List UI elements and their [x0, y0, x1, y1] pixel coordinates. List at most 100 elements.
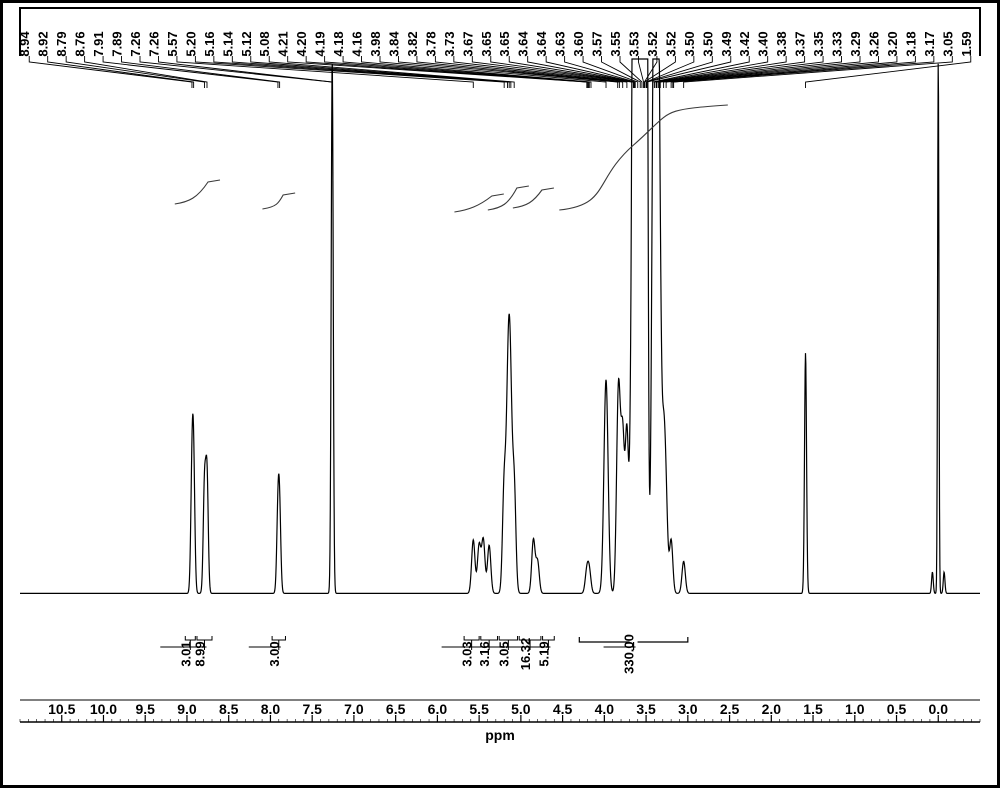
peak-label: 5.57	[165, 31, 180, 56]
peak-label: 3.42	[737, 31, 752, 56]
peak-label: 3.50	[700, 31, 715, 56]
peak-guide-line	[29, 56, 192, 88]
x-tick-label: 7.0	[344, 701, 364, 717]
x-tick-label: 6.5	[386, 701, 406, 717]
peak-label: 5.16	[202, 31, 217, 56]
x-axis-title: ppm	[485, 727, 515, 743]
peak-guide-line	[671, 56, 897, 88]
x-tick-label: 8.5	[219, 701, 239, 717]
x-tick-label: 9.0	[177, 701, 197, 717]
peak-label: 8.92	[36, 31, 51, 56]
peak-label: 3.20	[885, 31, 900, 56]
peak-guide-line	[177, 56, 473, 88]
peak-label: 3.78	[423, 31, 438, 56]
integration-label: 3.05	[496, 641, 511, 666]
integration-curve	[454, 194, 503, 212]
peak-guide-line	[666, 56, 878, 88]
x-tick-label: 4.0	[595, 701, 615, 717]
x-tick-label: 3.0	[678, 701, 698, 717]
peak-label: 3.53	[626, 31, 641, 56]
peak-label: 3.84	[386, 31, 401, 57]
peak-label: 3.57	[590, 31, 605, 56]
x-tick-label: 6.0	[428, 701, 448, 717]
peak-label: 3.64	[534, 31, 549, 57]
peak-label: 4.18	[331, 31, 346, 56]
peak-label: 5.14	[220, 31, 235, 57]
x-tick-label: 0.0	[929, 701, 949, 717]
x-tick-label: 2.0	[762, 701, 782, 717]
peak-label: 8.94	[17, 31, 32, 57]
peak-label: 4.19	[313, 31, 328, 56]
x-tick-label: 2.5	[720, 701, 740, 717]
peak-label: 3.49	[719, 31, 734, 56]
figure-border	[2, 2, 999, 787]
x-tick-label: 0.5	[887, 701, 907, 717]
peak-label: 7.26	[128, 31, 143, 56]
peak-label: 4.20	[294, 31, 309, 56]
nmr-spectrum-figure: 8.948.928.798.767.917.897.267.265.575.20…	[0, 0, 1000, 788]
peak-label: 3.55	[608, 31, 623, 56]
peak-label: 5.20	[183, 31, 198, 56]
peak-guide-line	[806, 56, 971, 88]
integration-label: 8.99	[192, 641, 207, 666]
peak-label: 3.29	[848, 31, 863, 56]
x-tick-label: 8.0	[261, 701, 281, 717]
peak-label: 7.89	[110, 31, 125, 56]
integration-curve	[175, 180, 220, 204]
x-tick-label: 9.5	[135, 701, 155, 717]
x-tick-label: 4.5	[553, 701, 573, 717]
peak-label: 5.12	[239, 31, 254, 56]
peak-label: 3.65	[497, 31, 512, 56]
x-tick-label: 10.0	[90, 701, 117, 717]
x-tick-label: 7.5	[302, 701, 322, 717]
integration-label: 3.16	[477, 641, 492, 666]
peak-label: 3.82	[405, 31, 420, 56]
x-tick-label: 5.0	[511, 701, 531, 717]
peak-label: 3.33	[830, 31, 845, 56]
peak-label: 3.73	[442, 31, 457, 56]
peak-label: 3.37	[793, 31, 808, 56]
peak-guide-line	[140, 56, 332, 88]
peak-guide-line	[103, 56, 278, 88]
x-tick-label: 10.5	[48, 701, 75, 717]
peak-label: 3.38	[774, 31, 789, 56]
nmr-spectrum-trace	[20, 59, 980, 593]
peak-label: 3.50	[682, 31, 697, 56]
peak-label: 1.59	[959, 31, 974, 56]
peak-label: 3.05	[940, 31, 955, 56]
peak-label: 3.18	[903, 31, 918, 56]
peak-label: 3.60	[571, 31, 586, 56]
integration-label: 3.01	[178, 641, 193, 666]
peak-label: 4.21	[276, 31, 291, 56]
x-tick-label: 5.5	[469, 701, 489, 717]
integration-curve	[262, 193, 295, 209]
peak-label: 3.52	[663, 31, 678, 56]
peak-guide-line	[66, 56, 204, 88]
integration-curve	[488, 186, 529, 210]
peak-label: 5.08	[257, 31, 272, 56]
peak-label: 3.63	[553, 31, 568, 56]
peak-label: 7.26	[146, 31, 161, 56]
peak-guide-line	[638, 56, 643, 88]
integration-label: 16.32	[518, 638, 533, 671]
peak-label: 3.35	[811, 31, 826, 56]
x-tick-label: 1.5	[803, 701, 823, 717]
integration-label: 3.00	[267, 641, 282, 666]
peak-label: 3.65	[479, 31, 494, 56]
peak-guide-line	[653, 56, 749, 88]
peak-guide-line	[565, 56, 636, 88]
peak-label: 3.26	[866, 31, 881, 56]
x-tick-label: 1.0	[845, 701, 865, 717]
peak-label: 3.40	[756, 31, 771, 56]
integration-curve	[559, 105, 728, 210]
peak-label: 8.79	[54, 31, 69, 56]
integration-label: 330.00	[622, 634, 637, 674]
integration-label: 3.03	[460, 641, 475, 666]
peak-label: 3.52	[645, 31, 660, 56]
peak-label: 3.17	[922, 31, 937, 56]
peak-label: 3.67	[460, 31, 475, 56]
integration-label: 5.19	[536, 641, 551, 666]
peak-guide-line	[664, 56, 860, 88]
peak-label: 3.98	[368, 31, 383, 56]
integration-curve	[513, 188, 554, 208]
